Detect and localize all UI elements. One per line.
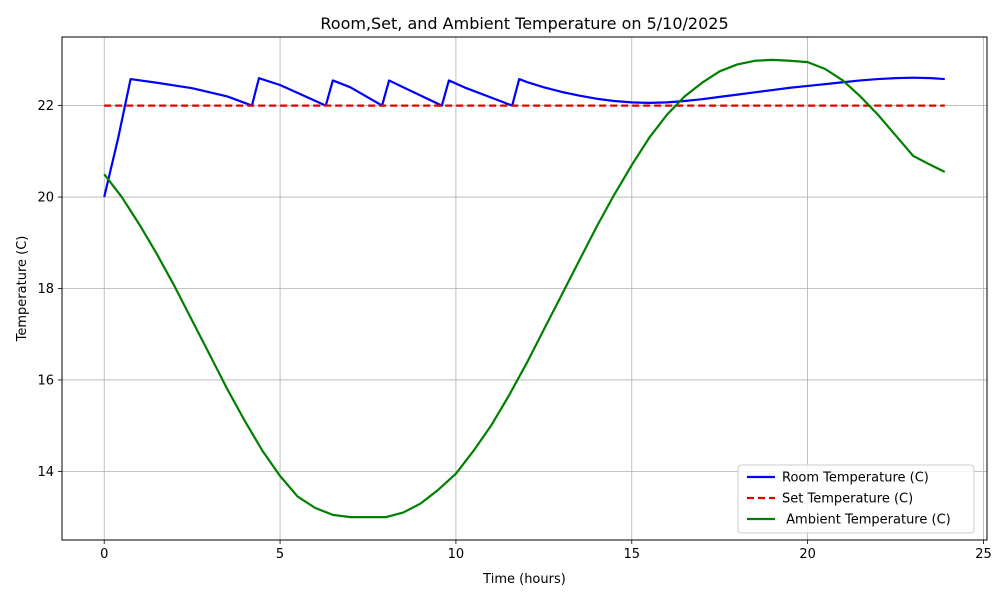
legend-box — [737, 464, 975, 534]
x-tick-label: 20 — [799, 547, 816, 562]
x-tick-label: 5 — [276, 547, 284, 562]
x-axis-label: Time (hours) — [482, 572, 566, 587]
legend-label: Room Temperature (C) — [782, 471, 929, 486]
y-tick-label: 20 — [37, 191, 54, 206]
legend-label: Ambient Temperature (C) — [782, 513, 951, 528]
chart-title: Room,Set, and Ambient Temperature on 5/1… — [320, 14, 728, 33]
y-tick-label: 14 — [37, 465, 54, 480]
series-line-1 — [103, 76, 945, 198]
series-layer — [103, 58, 946, 519]
x-tick-label: 15 — [623, 547, 640, 562]
x-tick-label: 25 — [975, 547, 992, 562]
y-tick-label: 16 — [37, 373, 54, 388]
series-line-3 — [103, 58, 946, 519]
y-axis-label: Temperature (C) — [15, 236, 30, 343]
legend: Room Temperature (C)Set Temperature (C) … — [737, 464, 975, 534]
y-tick-label: 22 — [37, 99, 54, 114]
x-tick-label: 10 — [448, 547, 465, 562]
y-tick-label: 18 — [37, 282, 54, 297]
ticks: 0 5 10 15 20 25 14 16 18 20 22 — [37, 99, 991, 562]
legend-label: Set Temperature (C) — [782, 492, 913, 507]
x-tick-label: 0 — [100, 547, 108, 562]
